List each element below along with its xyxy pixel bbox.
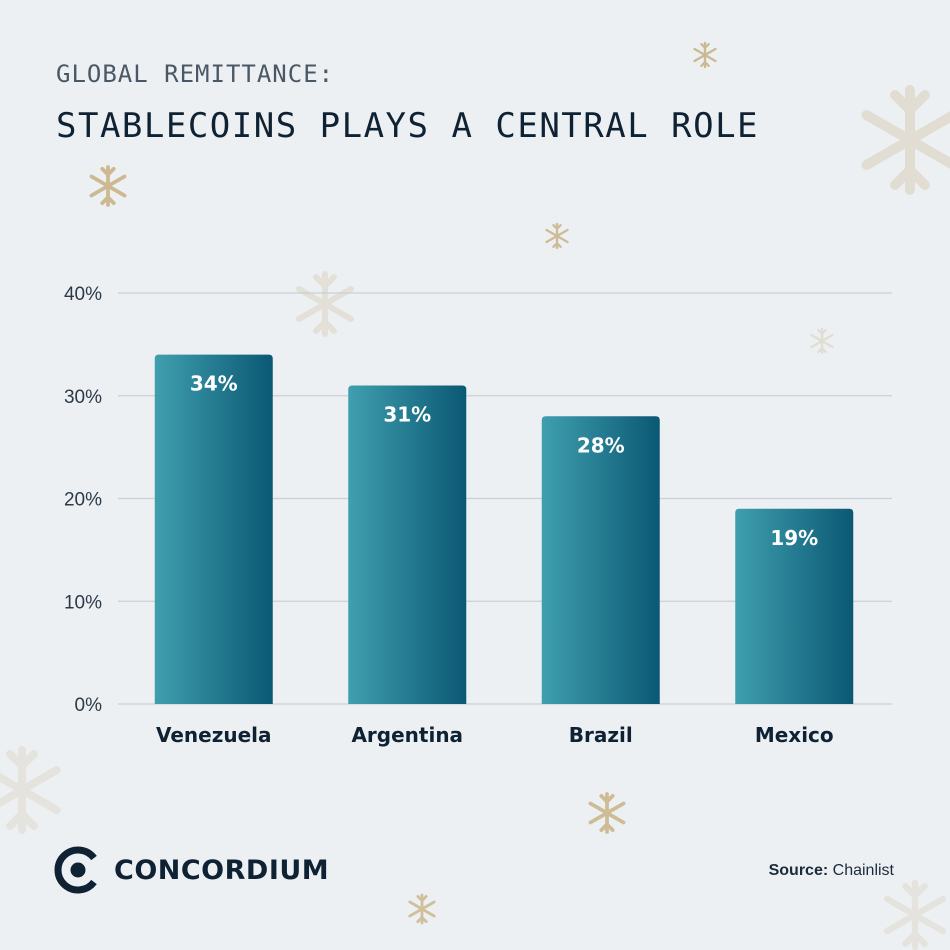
snowflake-icon [299, 274, 351, 334]
y-tick-label: 40% [64, 284, 102, 305]
x-tick-label: Brazil [569, 723, 633, 747]
snowflake-icon [867, 90, 950, 190]
x-tick-label: Mexico [755, 723, 834, 747]
brand-logo: CONCORDIUM [54, 846, 329, 894]
snowflake-icon [0, 750, 57, 830]
source-label: Source: [768, 862, 829, 879]
bar-mexico [735, 508, 854, 704]
bar-data-label: 31% [383, 402, 431, 426]
bar-data-label: 19% [770, 526, 818, 550]
source-value: Chainlist [832, 862, 894, 879]
y-tick-label: 0% [75, 695, 103, 716]
chart-title: STABLECOINS PLAYS A CENTRAL ROLE [56, 106, 760, 146]
source-note: Source: Chainlist [769, 862, 894, 880]
bar-venezuela [154, 354, 273, 704]
snowflake-icon [545, 222, 569, 250]
bar-argentina [348, 385, 467, 704]
y-tick-label: 30% [64, 387, 102, 408]
bar-data-label: 28% [577, 433, 625, 457]
bar-brazil [541, 416, 660, 704]
snowflake-icon [693, 41, 717, 69]
x-tick-label: Venezuela [156, 723, 272, 747]
snowflake-icon [588, 792, 626, 834]
concordium-logo-icon [54, 846, 97, 894]
y-tick-label: 20% [64, 490, 102, 511]
snowflake-icon [810, 327, 834, 355]
snowflake-icon [408, 893, 436, 925]
snowflake-icon [89, 165, 127, 207]
y-tick-label: 10% [64, 592, 102, 613]
brand-name: CONCORDIUM [114, 854, 330, 886]
bar-data-label: 34% [190, 372, 238, 396]
snowflake-icon [887, 883, 943, 947]
x-tick-label: Argentina [351, 723, 463, 747]
chart-subtitle: GLOBAL REMITTANCE: [56, 60, 335, 88]
